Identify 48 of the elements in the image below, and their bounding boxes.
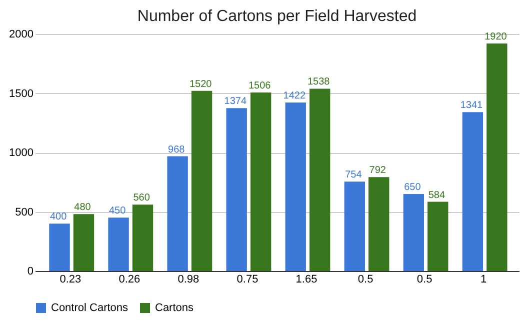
chart-title: Number of Cartons per Field Harvested [137, 8, 417, 25]
bar [368, 177, 390, 271]
bar [462, 112, 484, 271]
data-label: 1920 [484, 31, 508, 42]
data-label: 968 [168, 144, 186, 156]
bar [309, 88, 330, 271]
bar [285, 102, 306, 271]
bar [108, 218, 129, 271]
x-tick-label: 0.5 [416, 274, 432, 286]
bar [403, 194, 424, 271]
bar [191, 90, 212, 271]
y-tick-label: 500 [15, 206, 34, 218]
x-tick-label: 1 [480, 274, 487, 286]
x-tick-label: 1.65 [296, 274, 318, 286]
y-tick-label: 2000 [9, 28, 34, 40]
y-tick-label: 0 [27, 266, 34, 278]
data-label: 1520 [189, 78, 212, 90]
bar [486, 43, 508, 271]
x-tick-label: 0.5 [358, 274, 374, 286]
data-label: 1422 [283, 90, 306, 102]
data-label: 400 [50, 212, 68, 223]
y-tick-label: 1000 [9, 147, 34, 159]
bar [49, 224, 70, 271]
data-label: 560 [133, 192, 150, 204]
x-tick-label: 0.23 [60, 274, 82, 286]
data-label: 650 [404, 182, 422, 193]
bar [226, 108, 247, 271]
data-label: 480 [74, 202, 92, 214]
x-tick-label: 0.75 [236, 274, 258, 286]
data-label: 1374 [224, 96, 247, 108]
bar [73, 214, 94, 271]
data-label: 1538 [307, 76, 330, 88]
bar [167, 156, 188, 271]
legend-label: Control Cartons [51, 302, 129, 314]
data-label: 450 [108, 206, 126, 217]
x-tick-label: 0.98 [178, 274, 200, 286]
data-label: 792 [369, 165, 386, 176]
legend-label: Cartons [155, 302, 194, 314]
bar [428, 202, 448, 271]
bar [344, 182, 365, 271]
data-label: 1506 [248, 80, 272, 92]
y-tick-label: 1500 [9, 88, 34, 100]
data-label: 754 [345, 170, 362, 181]
data-label: 1341 [460, 100, 484, 112]
data-label: 584 [428, 190, 446, 201]
x-tick-label: 0.26 [118, 274, 140, 286]
bar [132, 204, 154, 271]
bar [250, 92, 272, 271]
